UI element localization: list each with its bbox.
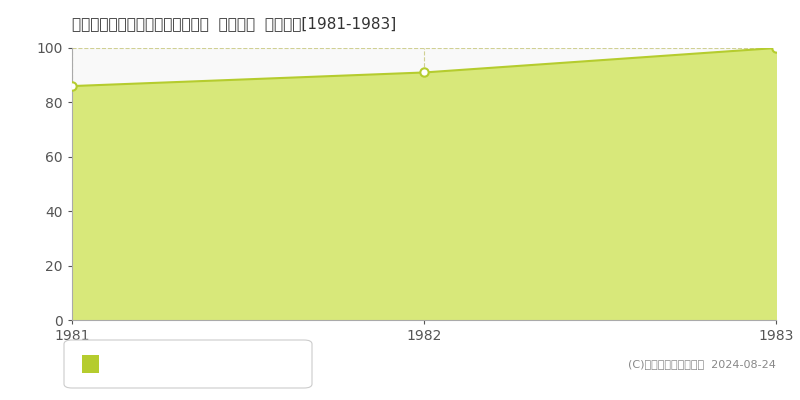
- Text: 広島県広島市中区加古町８番８外  地価公示  地価推移[1981-1983]: 広島県広島市中区加古町８番８外 地価公示 地価推移[1981-1983]: [72, 16, 396, 31]
- Text: 地価公示 平均坪単価(万円/坪): 地価公示 平均坪単価(万円/坪): [109, 358, 217, 370]
- Text: (C)土地価格ドットコム  2024-08-24: (C)土地価格ドットコム 2024-08-24: [628, 359, 776, 369]
